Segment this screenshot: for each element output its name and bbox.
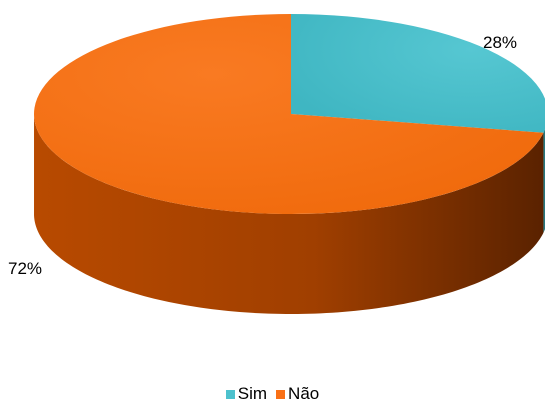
- legend-item-sim: Sim: [225, 384, 268, 404]
- legend-label-sim: Sim: [237, 384, 268, 403]
- legend-swatch-sim: [225, 389, 235, 399]
- pie-slice-sim: [291, 14, 545, 133]
- legend-label-nao: Não: [288, 384, 320, 403]
- chart-legend: Sim Não: [0, 384, 545, 404]
- pie-side-no: [34, 115, 544, 314]
- pie-tops: [34, 14, 545, 214]
- legend-item-nao: Não: [276, 384, 319, 404]
- data-label-sim: 28%: [483, 33, 517, 52]
- legend-swatch-nao: [276, 389, 286, 399]
- pie-slice-no: [34, 14, 544, 214]
- data-label-nao: 72%: [8, 259, 42, 278]
